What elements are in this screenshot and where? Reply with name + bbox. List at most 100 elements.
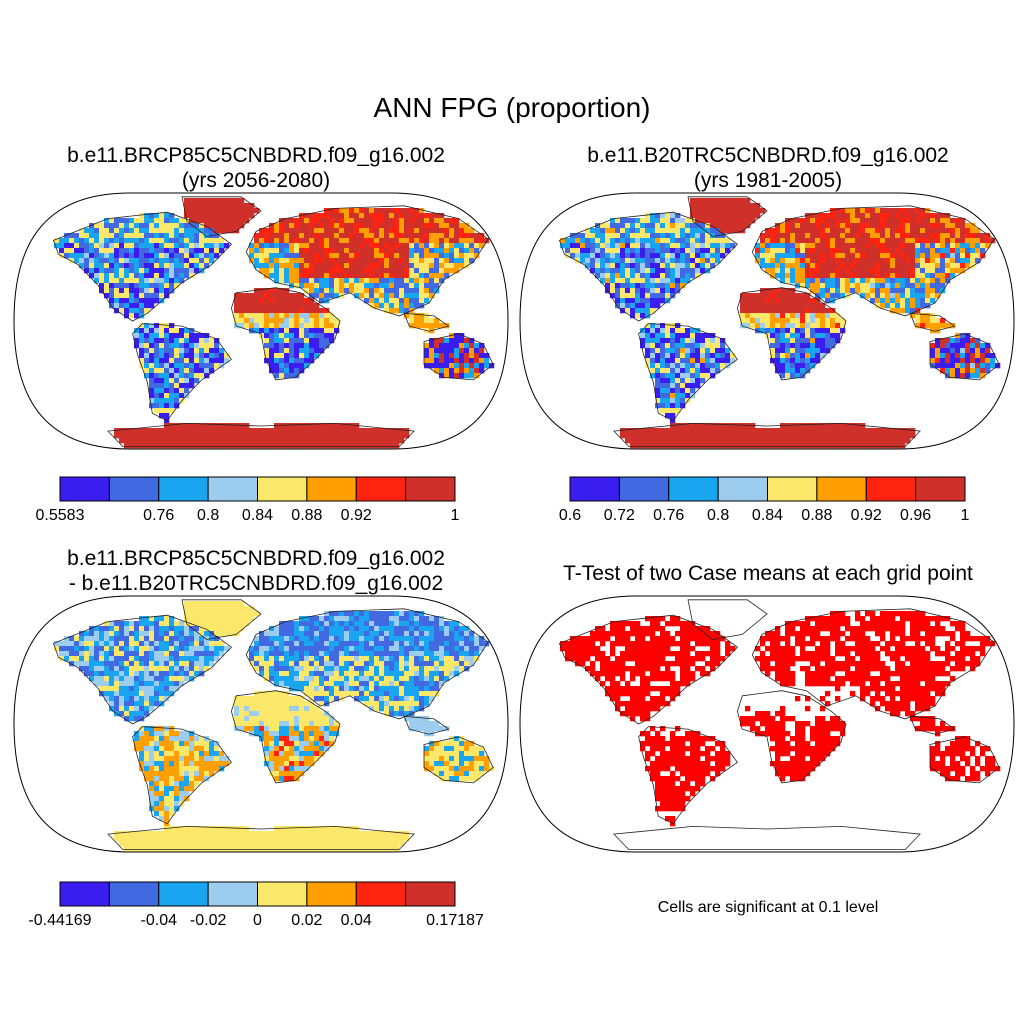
map-cell: [164, 811, 170, 817]
map-cell: [840, 433, 846, 439]
map-cell: [735, 428, 741, 434]
map-cell: [665, 263, 671, 269]
map-cell: [319, 258, 325, 264]
map-cell: [985, 348, 991, 354]
map-cell: [389, 303, 395, 309]
map-cell: [349, 428, 355, 434]
map-cell: [945, 233, 951, 239]
map-cell: [264, 238, 270, 244]
map-cell: [359, 223, 365, 229]
map-cell: [875, 433, 881, 439]
map-cell: [194, 243, 200, 249]
map-cell: [825, 213, 831, 219]
map-cell: [239, 433, 245, 439]
map-cell: [279, 373, 285, 379]
map-cell: [189, 826, 195, 832]
map-cell: [129, 433, 135, 439]
map-cell: [439, 248, 445, 254]
map-cell: [169, 403, 175, 409]
map-cell: [164, 383, 170, 389]
map-cell: [184, 428, 190, 434]
map-cell: [780, 308, 786, 314]
map-cell: [905, 303, 911, 309]
map-cell: [69, 233, 75, 239]
map-cell: [665, 338, 671, 344]
map-cell: [109, 636, 115, 642]
map-cell: [224, 423, 230, 429]
map-cell: [134, 253, 140, 259]
map-cell: [189, 666, 195, 672]
map-cell: [700, 433, 706, 439]
map-cell: [885, 258, 891, 264]
map-cell: [339, 263, 345, 269]
map-cell: [169, 428, 175, 434]
map-cell: [324, 258, 330, 264]
map-cell: [139, 248, 145, 254]
map-cell: [474, 233, 480, 239]
map-cell: [434, 318, 440, 324]
map-cell: [890, 238, 896, 244]
map-cell: [454, 248, 460, 254]
map-cell: [935, 248, 941, 254]
map-cell: [895, 243, 901, 249]
map-cell: [279, 243, 285, 249]
map-cell: [164, 248, 170, 254]
map-cell: [144, 831, 150, 837]
map-cell: [695, 228, 701, 234]
map-cell: [745, 208, 751, 214]
map-cell: [454, 238, 460, 244]
map-cell: [104, 293, 110, 299]
map-cell: [845, 228, 851, 234]
map-cell: [94, 253, 100, 259]
map-cell: [134, 841, 140, 847]
map-cell: [665, 248, 671, 254]
map-cell: [685, 433, 691, 439]
map-cell: [99, 253, 105, 259]
map-cell: [685, 353, 691, 359]
map-cell: [810, 298, 816, 304]
map-cell: [154, 348, 160, 354]
map-cell: [760, 433, 766, 439]
map-cell: [184, 348, 190, 354]
map-cell: [469, 253, 475, 259]
map-cell: [785, 223, 791, 229]
map-cell: [99, 223, 105, 229]
map-cell: [254, 308, 260, 314]
map-cell: [655, 383, 661, 389]
map-cell: [820, 243, 826, 249]
map-cell: [174, 796, 180, 802]
map-cell: [850, 228, 856, 234]
map-cell: [469, 248, 475, 254]
map-cell: [945, 258, 951, 264]
map-cell: [159, 806, 165, 812]
map-cell: [875, 258, 881, 264]
map-cell: [169, 258, 175, 264]
map-cell: [204, 338, 210, 344]
map-cell: [209, 258, 215, 264]
map-cell: [474, 368, 480, 374]
map-cell: [94, 651, 100, 657]
map-cell: [645, 268, 651, 274]
map-cell: [680, 268, 686, 274]
map-cell: [204, 741, 210, 747]
map-cell: [625, 298, 631, 304]
map-cell: [695, 243, 701, 249]
map-cell: [780, 293, 786, 299]
map-cell: [850, 443, 856, 449]
map-cell: [845, 233, 851, 239]
map-cell: [194, 606, 200, 612]
map-cell: [935, 218, 941, 224]
map-cell: [905, 243, 911, 249]
panel-title-line2: - b.e11.B20TRC5CNBDRD.f09_g16.002: [68, 572, 444, 595]
map-cell: [765, 328, 771, 334]
map-cell: [199, 766, 205, 772]
map-cell: [269, 228, 275, 234]
map-cell: [925, 223, 931, 229]
map-cell: [114, 636, 120, 642]
map-cell: [229, 218, 235, 224]
map-cell: [870, 228, 876, 234]
map-cell: [289, 308, 295, 314]
map-cell: [294, 303, 300, 309]
map-cell: [179, 333, 185, 339]
map-cell: [870, 253, 876, 259]
